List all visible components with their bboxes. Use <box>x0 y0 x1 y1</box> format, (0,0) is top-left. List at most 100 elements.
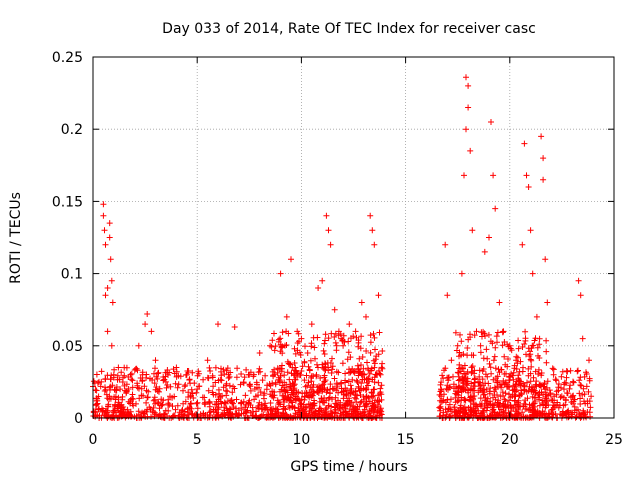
x-tick-labels: 0 5 10 15 20 25 <box>89 432 623 448</box>
data-point-dense <box>165 400 172 407</box>
data-point-dense <box>332 394 339 401</box>
data-point-dense <box>299 363 306 370</box>
y-axis-label: ROTI / TECUs <box>8 192 24 284</box>
data-point-dense <box>586 375 593 382</box>
data-point-dense <box>525 345 532 352</box>
data-point-dense <box>504 363 511 370</box>
data-point-dense <box>489 340 496 347</box>
data-point-dense <box>329 385 336 392</box>
data-point-dense <box>271 330 277 337</box>
data-point-dense <box>139 378 146 385</box>
data-point-dense <box>331 334 338 340</box>
data-point-dense <box>332 400 339 407</box>
data-point-dense <box>437 405 444 412</box>
data-point-dense <box>317 375 324 381</box>
data-point-dense <box>298 396 305 403</box>
data-point <box>438 386 444 393</box>
grid-lines <box>93 57 614 418</box>
data-point-dense <box>151 380 158 387</box>
data-point-dense <box>507 394 514 401</box>
data-point <box>465 104 472 111</box>
data-point-dense <box>205 387 212 394</box>
data-point-dense <box>491 384 498 391</box>
data-point-dense <box>510 369 517 376</box>
data-point-dense <box>343 400 350 407</box>
data-point <box>463 74 469 81</box>
data-point-dense <box>541 381 548 388</box>
data-point-dense <box>441 367 447 374</box>
data-point <box>519 241 526 248</box>
data-point-dense <box>333 368 340 375</box>
data-point-dense <box>539 397 546 404</box>
data-point-dense <box>322 331 329 338</box>
y-tick-label: 0 <box>74 411 83 427</box>
data-point-dense <box>461 386 468 392</box>
data-point-dense <box>543 411 550 418</box>
data-point <box>461 172 467 179</box>
data-point-dense <box>191 412 198 419</box>
data-point-dense <box>450 373 456 380</box>
data-point-dense <box>303 372 310 379</box>
data-point-dense <box>440 375 447 382</box>
data-point-dense <box>550 366 557 373</box>
data-point-dense <box>576 410 583 417</box>
data-point-dense <box>443 385 450 392</box>
data-point-dense <box>271 347 278 354</box>
data-point-dense <box>346 397 353 404</box>
x-axis-label: GPS time / hours <box>290 459 407 475</box>
data-point-dense <box>306 367 313 374</box>
data-point-dense <box>224 388 231 395</box>
data-point <box>148 328 155 335</box>
data-point-dense <box>171 393 178 400</box>
data-point <box>277 270 284 277</box>
data-point-dense <box>174 384 181 391</box>
data-point-dense <box>144 394 151 401</box>
data-point-dense <box>137 375 144 381</box>
data-point-dense <box>587 404 594 411</box>
data-point-dense <box>206 414 213 421</box>
data-point-dense <box>246 382 253 388</box>
data-point-dense <box>492 365 499 372</box>
data-point-dense <box>327 413 333 420</box>
data-point-dense <box>302 404 309 411</box>
data-point-dense <box>259 377 266 384</box>
data-point-dense <box>378 382 385 389</box>
data-point-dense <box>266 381 273 387</box>
data-point-dense <box>271 392 278 399</box>
data-point-dense <box>281 372 288 379</box>
data-point-dense <box>223 392 230 399</box>
data-point-dense <box>587 413 594 420</box>
data-point-dense <box>212 364 219 371</box>
data-point-dense <box>491 392 498 398</box>
data-point-dense <box>515 410 522 417</box>
data-point-dense <box>356 403 363 410</box>
data-point-dense <box>574 368 581 375</box>
data-point-dense <box>442 406 449 413</box>
data-point-dense <box>322 337 328 344</box>
data-point <box>588 393 595 400</box>
data-point <box>100 201 107 208</box>
data-point-dense <box>498 366 505 373</box>
data-point-dense <box>517 358 524 365</box>
data-point <box>586 357 592 364</box>
data-point-dense <box>491 353 498 360</box>
data-point-dense <box>257 389 264 395</box>
data-point <box>135 342 142 349</box>
data-point-dense <box>375 367 382 374</box>
data-point-dense <box>282 342 288 349</box>
data-point <box>375 292 382 299</box>
data-point-dense <box>529 393 536 400</box>
data-point-dense <box>471 376 478 383</box>
data-point-dense <box>481 386 488 393</box>
data-point-dense <box>291 367 298 374</box>
data-point-dense <box>153 373 160 380</box>
data-point <box>363 313 369 320</box>
data-point-dense <box>218 411 225 418</box>
data-point-dense <box>455 392 462 399</box>
data-point-dense <box>345 349 352 356</box>
data-point-dense <box>103 391 110 398</box>
data-point-dense <box>480 391 487 398</box>
data-point-dense <box>129 395 135 402</box>
data-point-dense <box>511 386 518 393</box>
data-point-dense <box>308 374 314 381</box>
